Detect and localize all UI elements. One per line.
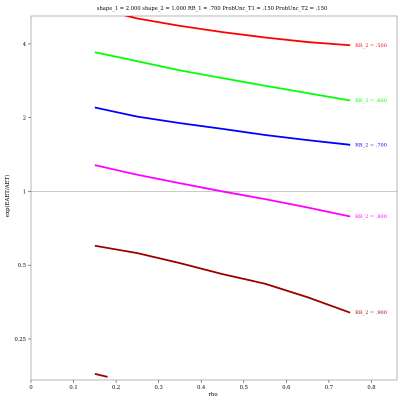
series-line-2	[94, 51, 351, 102]
series-line-5	[94, 244, 351, 314]
x-tick-label: 0.6	[282, 385, 290, 391]
series-label-2: RR_2 = .600	[355, 98, 387, 104]
x-tick-label: 0.2	[112, 385, 120, 391]
y-tick-label: 0.25	[14, 337, 26, 343]
y-axis: 0.25 0.5 1 2 4	[14, 42, 31, 343]
y-axis-label: exp(EAET/AET)	[4, 175, 11, 218]
chart-title: shape_1 = 2.000 shape_2 = 1.000 RR_1 = .…	[97, 6, 327, 12]
series-line-4	[94, 164, 351, 218]
x-tick-label: 0	[29, 385, 32, 391]
y-tick-label: 0.5	[18, 263, 26, 269]
series-labels: RR_2 = .500 RR_2 = .600 RR_2 = .700 RR_2 = …	[355, 43, 387, 316]
y-tick-label: 4	[23, 42, 27, 48]
series-line-6	[94, 373, 108, 378]
series-label-3: RR_2 = .700	[355, 142, 387, 148]
x-tick-label: 0.4	[197, 385, 206, 391]
x-tick-label: 0.1	[69, 385, 77, 391]
x-tick-label: 0.7	[325, 385, 333, 391]
series-line-3	[94, 106, 351, 146]
x-axis-label: rho	[208, 392, 217, 398]
plot-frame	[30, 15, 398, 381]
series-label-5: RR_2 = .900	[355, 310, 387, 316]
series-label-1: RR_2 = .500	[355, 43, 387, 49]
x-axis: 0 0.1 0.2 0.3 0.4 0.5 0.6 0.7 0.8	[29, 380, 376, 391]
plot-area	[30, 15, 398, 381]
series-lines	[94, 16, 351, 378]
x-tick-label: 0.5	[240, 385, 248, 391]
y-tick-label: 2	[23, 116, 26, 122]
x-tick-label: 0.3	[155, 385, 163, 391]
x-tick-label: 0.8	[367, 385, 375, 391]
series-label-4: RR_2 = .800	[355, 214, 387, 220]
series-line-1	[123, 16, 351, 47]
y-tick-label: 1	[23, 189, 26, 195]
